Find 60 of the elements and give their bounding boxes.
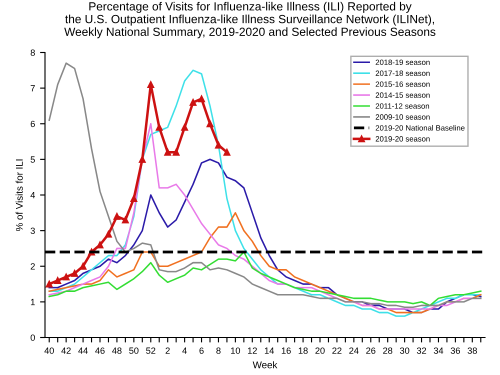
x-tick-label: 26 bbox=[366, 347, 376, 354]
x-tick-label: 2 bbox=[166, 347, 170, 354]
point bbox=[164, 148, 172, 156]
point bbox=[122, 216, 129, 224]
point bbox=[54, 277, 62, 284]
point bbox=[80, 262, 87, 270]
x-tick-label: 32 bbox=[416, 347, 426, 354]
y-tick-label: 3 bbox=[30, 228, 35, 234]
x-tick-label: 30 bbox=[400, 347, 410, 354]
point bbox=[214, 142, 222, 149]
chart-title: Percentage of Visits for Influenza-like Illness (ILI) Reported by the U.S. Outpatient Influenza-like Illness Surveillance Network (ILINet), Weekly National Summary, 2019-2020 and Selected Previous Seasons bbox=[64, 2, 436, 38]
x-tick-label: 44 bbox=[78, 348, 88, 354]
y-tick-label: 5 bbox=[30, 156, 35, 163]
x-tick-label: 50 bbox=[129, 347, 139, 354]
point bbox=[181, 124, 188, 131]
point bbox=[147, 81, 154, 88]
y-tick-label: 8 bbox=[30, 49, 35, 56]
y-axis-title: % of Visits for ILI bbox=[16, 160, 23, 232]
y-tick-label: 0 bbox=[30, 334, 35, 341]
y-tick-label: 6 bbox=[30, 120, 35, 128]
x-tick-label: 6 bbox=[199, 347, 204, 354]
point bbox=[104, 230, 112, 238]
x-tick-label: 10 bbox=[231, 347, 240, 354]
point bbox=[130, 195, 138, 202]
point bbox=[138, 156, 146, 163]
y-tick-label: 7 bbox=[30, 85, 35, 92]
x-tick-label: 16 bbox=[282, 347, 291, 354]
x-tick-label: 46 bbox=[95, 347, 105, 354]
point bbox=[96, 241, 104, 248]
y-tick-label: 2 bbox=[30, 263, 35, 270]
point bbox=[172, 148, 180, 156]
x-tick-label: 8 bbox=[216, 347, 221, 354]
y-tick-label: 4 bbox=[30, 192, 36, 198]
x-tick-label: 40 bbox=[44, 347, 54, 354]
x-tick-label: 38 bbox=[468, 347, 477, 354]
point bbox=[62, 273, 70, 280]
x-tick-label: 12 bbox=[248, 347, 257, 354]
x-tick-label: 22 bbox=[332, 347, 342, 354]
line-series bbox=[48, 251, 482, 306]
y-tick-label: 1 bbox=[30, 298, 35, 306]
point bbox=[190, 98, 197, 106]
point bbox=[198, 95, 206, 102]
x-tick-label: 42 bbox=[61, 347, 71, 354]
x-tick-label: 24 bbox=[349, 347, 359, 354]
point bbox=[156, 124, 163, 131]
point bbox=[113, 212, 120, 220]
point bbox=[206, 120, 214, 128]
x-tick-label: 48 bbox=[112, 347, 122, 354]
x-tick-label: 4 bbox=[182, 348, 187, 354]
x-tick-label: 52 bbox=[146, 347, 156, 354]
x-tick-label: 14 bbox=[264, 348, 274, 354]
x-axis-title: Week bbox=[252, 361, 278, 368]
x-tick-label: 18 bbox=[298, 347, 308, 354]
point bbox=[71, 270, 78, 277]
x-tick-label: 28 bbox=[383, 347, 392, 354]
x-tick-label: 20 bbox=[315, 347, 325, 354]
x-tick-label: 34 bbox=[434, 347, 444, 354]
point bbox=[46, 280, 53, 288]
point bbox=[223, 148, 230, 156]
x-tick-label: 36 bbox=[450, 347, 460, 354]
